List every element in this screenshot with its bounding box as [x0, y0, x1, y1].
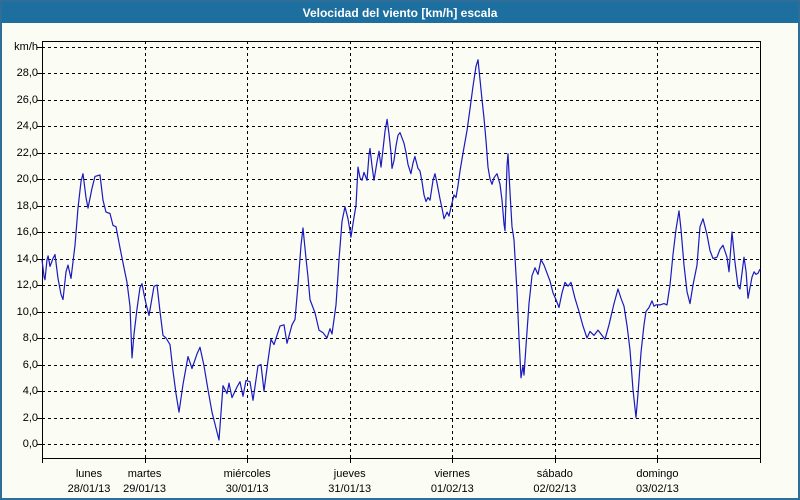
y-axis-tick-label: 10,0 — [16, 305, 38, 318]
y-axis-tick-label: 14,0 — [16, 252, 38, 265]
y-axis-tick-label: 16,0 — [16, 226, 38, 238]
x-axis-day-date: 03/02/13 — [636, 483, 679, 495]
y-axis-unit-label: km/h — [14, 40, 38, 53]
x-axis-day-date: 31/01/13 — [328, 483, 372, 495]
y-axis-tick-label: 12,0 — [16, 279, 38, 291]
y-axis-tick-label: 28,0 — [16, 67, 38, 79]
plot-border — [42, 41, 761, 459]
chart-title-bar: Velocidad del viento [km/h] escala — [2, 2, 798, 23]
y-axis-tick-label: 2,0 — [22, 411, 38, 424]
wind-speed-line — [41, 59, 761, 441]
x-axis-day-name: lunes — [75, 468, 103, 480]
y-axis-tick-label: 22,0 — [16, 146, 38, 159]
y-axis-tick-label: 0,0 — [22, 438, 38, 450]
y-axis-tick-label: 4,0 — [22, 385, 38, 397]
x-axis-day-date: 01/02/13 — [430, 483, 474, 495]
y-axis-tick-label: 26,0 — [16, 93, 38, 106]
x-axis-day-date: 28/01/13 — [67, 483, 111, 495]
y-axis-tick-label: 18,0 — [16, 199, 38, 212]
x-axis-day-name: domingo — [636, 468, 679, 480]
x-axis-day-name: sábado — [536, 468, 573, 480]
x-axis-day-name: viernes — [434, 468, 471, 480]
x-axis-day-date: 29/01/13 — [123, 483, 166, 495]
y-axis-tick-label: 6,0 — [22, 358, 38, 371]
x-axis-day-date: 02/02/13 — [533, 483, 577, 495]
x-axis-day-name: miércoles — [223, 468, 271, 480]
y-axis-tick-label: 8,0 — [22, 332, 38, 344]
y-axis-tick-label: 24,0 — [16, 120, 38, 132]
y-axis-tick-label: 20,0 — [16, 173, 38, 185]
x-axis-day-name: martes — [127, 468, 162, 480]
x-axis-day-date: 30/01/13 — [225, 483, 269, 495]
chart-title: Velocidad del viento [km/h] escala — [302, 5, 498, 20]
x-axis-day-name: jueves — [333, 468, 366, 480]
